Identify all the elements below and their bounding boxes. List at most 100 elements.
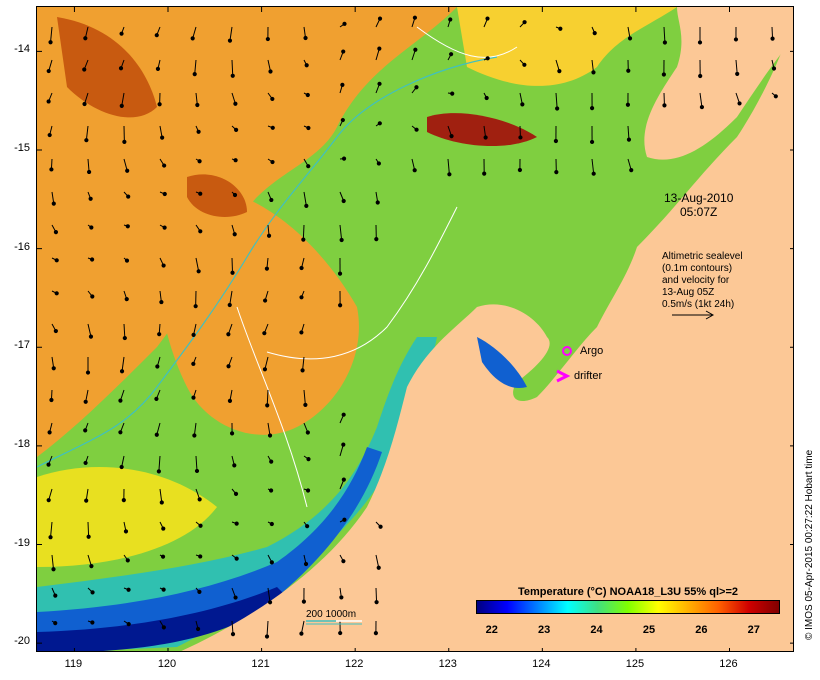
velocity-arrow-head <box>160 554 166 559</box>
velocity-arrow <box>159 488 163 503</box>
velocity-arrow-head <box>155 66 161 71</box>
velocity-arrow <box>300 620 305 634</box>
lat-tick-label: -16 <box>14 240 30 253</box>
velocity-arrow-head <box>156 469 161 474</box>
velocity-arrow-head <box>159 500 164 505</box>
velocity-arrow-head <box>196 129 201 134</box>
velocity-arrow <box>195 455 198 471</box>
land-mass <box>644 7 793 160</box>
hot-water-region <box>187 174 247 217</box>
velocity-arrow <box>87 521 90 537</box>
velocity-arrow-head <box>118 398 123 403</box>
velocity-arrow-head <box>157 102 162 107</box>
velocity-arrow <box>87 158 90 172</box>
lon-tick-label: 125 <box>625 658 645 670</box>
velocity-arrow-head <box>737 101 742 106</box>
velocity-arrow <box>121 92 125 106</box>
lat-tick-label: -19 <box>14 536 30 549</box>
velocity-arrow-head <box>51 366 56 371</box>
velocity-arrow-head <box>377 81 382 86</box>
velocity-arrow <box>266 620 269 637</box>
velocity-arrow-head <box>262 367 268 372</box>
velocity-arrow-head <box>198 229 203 234</box>
velocity-arrow-head <box>123 529 129 534</box>
warm-water-region <box>37 467 217 567</box>
velocity-arrow-head <box>51 567 56 572</box>
velocity-arrow-head <box>267 433 273 438</box>
velocity-arrow-head <box>155 364 160 369</box>
lon-tick-label: 126 <box>719 658 738 670</box>
velocity-arrow-head <box>301 599 307 604</box>
velocity-arrow-head <box>449 134 454 139</box>
velocity-arrow-head <box>89 257 95 262</box>
velocity-arrow-head <box>337 271 343 276</box>
lat-tick-label: -17 <box>14 339 30 352</box>
velocity-arrow-head <box>306 125 311 131</box>
velocity-arrow-head <box>191 395 196 400</box>
warm-water-region <box>37 7 457 457</box>
velocity-arrow-head <box>626 68 631 73</box>
drifter-label: drifter <box>574 370 603 382</box>
velocity-arrow-head <box>270 159 275 165</box>
velocity-arrow-head <box>299 265 304 271</box>
velocity-arrow-head <box>341 442 346 447</box>
velocity-arrow-head <box>49 397 54 403</box>
land-mass <box>181 14 793 651</box>
velocity-arrow-head <box>771 66 777 71</box>
velocity-arrow-head <box>414 127 419 132</box>
velocity-arrow-head <box>119 464 124 470</box>
velocity-arrow-head <box>121 497 126 503</box>
velocity-arrow-head <box>118 66 124 71</box>
velocity-arrow-head <box>233 158 238 163</box>
velocity-arrow-head <box>625 102 631 107</box>
velocity-arrow <box>194 59 197 75</box>
velocity-arrow-head <box>341 477 346 482</box>
velocity-arrow <box>267 422 271 436</box>
velocity-arrow-head <box>662 103 667 108</box>
velocity-arrow-head <box>197 159 202 164</box>
velocity-arrow-head <box>555 106 560 111</box>
sst-map <box>36 6 794 652</box>
velocity-arrow-head <box>89 225 94 230</box>
velocity-arrow-head <box>377 121 382 126</box>
velocity-arrow-head <box>306 457 311 462</box>
velocity-arrow-head <box>373 631 378 636</box>
velocity-arrow-head <box>517 167 523 173</box>
velocity-arrow-head <box>161 625 166 630</box>
velocity-arrow-head <box>192 72 197 77</box>
velocity-arrow-head <box>485 16 490 21</box>
velocity-arrow-head <box>161 263 166 268</box>
velocity-arrow-head <box>341 156 347 161</box>
velocity-arrow <box>699 92 703 108</box>
velocity-arrow-head <box>119 369 125 374</box>
velocity-arrow-head <box>520 102 525 107</box>
velocity-arrow-head <box>269 488 274 493</box>
velocity-arrow-head <box>54 291 59 296</box>
velocity-arrow-head <box>661 72 666 77</box>
altimetry-note-line: 0.5m/s (1kt 24h) <box>662 299 735 310</box>
velocity-arrow-head <box>522 20 527 25</box>
credit-text: © IMOS 05-Apr-2015 00:27:22 Hobart time <box>804 449 815 640</box>
altimetry-note-line: (0.1m contours) <box>662 263 733 274</box>
velocity-arrow-head <box>265 36 270 42</box>
velocity-arrow-head <box>735 71 740 77</box>
velocity-arrow-head <box>339 237 344 243</box>
velocity-arrow-head <box>376 161 381 166</box>
hot-water-region <box>427 113 537 147</box>
velocity-arrow-head <box>342 21 347 26</box>
velocity-arrow-head <box>305 524 310 529</box>
velocity-arrow <box>591 158 595 174</box>
velocity-arrow <box>375 587 378 603</box>
lat-tick-label: -20 <box>14 635 30 648</box>
velocity-arrow-head <box>192 433 197 438</box>
velocity-arrow-head <box>303 402 308 408</box>
velocity-arrow-head <box>376 565 381 570</box>
velocity-arrow-head <box>340 117 345 123</box>
velocity-arrow-head <box>484 95 489 101</box>
colorbar-tick-label: 22 <box>485 624 498 636</box>
velocity-arrow-head <box>341 49 346 54</box>
velocity-arrow-head <box>118 430 123 435</box>
velocity-arrow-head <box>338 630 343 636</box>
velocity-arrow-head <box>447 172 452 177</box>
velocity-arrow-head <box>119 31 124 36</box>
